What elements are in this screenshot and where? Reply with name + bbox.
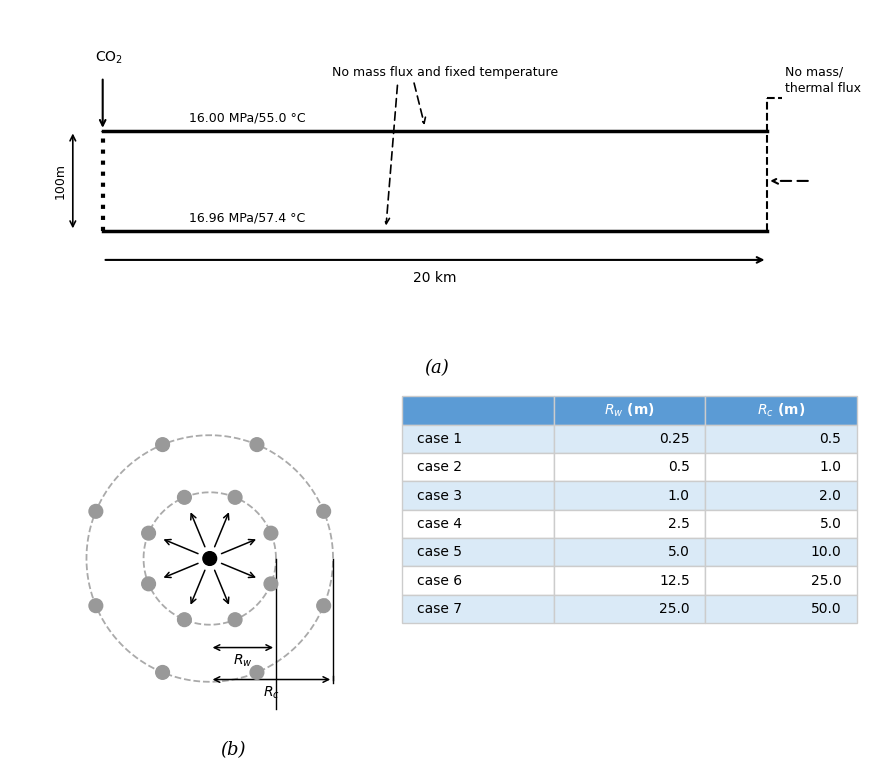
Circle shape	[250, 665, 264, 679]
Text: (a): (a)	[425, 358, 449, 377]
Circle shape	[177, 490, 191, 504]
Circle shape	[89, 599, 103, 613]
Circle shape	[264, 526, 278, 540]
Circle shape	[316, 504, 330, 518]
Circle shape	[316, 599, 330, 613]
Text: 20 km: 20 km	[413, 270, 457, 285]
Text: 16.00 MPa/55.0 °C: 16.00 MPa/55.0 °C	[189, 112, 306, 125]
Circle shape	[156, 438, 170, 452]
Text: No mass/
thermal flux: No mass/ thermal flux	[785, 66, 861, 95]
Circle shape	[250, 438, 264, 452]
Text: 16.96 MPa/57.4 °C: 16.96 MPa/57.4 °C	[189, 211, 306, 224]
Circle shape	[264, 577, 278, 591]
Circle shape	[228, 613, 242, 626]
Circle shape	[142, 526, 156, 540]
Text: CO$_2$: CO$_2$	[95, 50, 123, 66]
Text: $R_c$: $R_c$	[263, 685, 280, 701]
Circle shape	[228, 490, 242, 504]
Text: (b): (b)	[220, 741, 246, 759]
Circle shape	[203, 552, 217, 565]
Text: No mass flux and fixed temperature: No mass flux and fixed temperature	[332, 66, 558, 79]
Text: 100m: 100m	[53, 163, 66, 199]
Circle shape	[89, 504, 103, 518]
Text: $R_w$: $R_w$	[233, 653, 253, 669]
Circle shape	[142, 577, 156, 591]
Circle shape	[177, 613, 191, 626]
Circle shape	[156, 665, 170, 679]
